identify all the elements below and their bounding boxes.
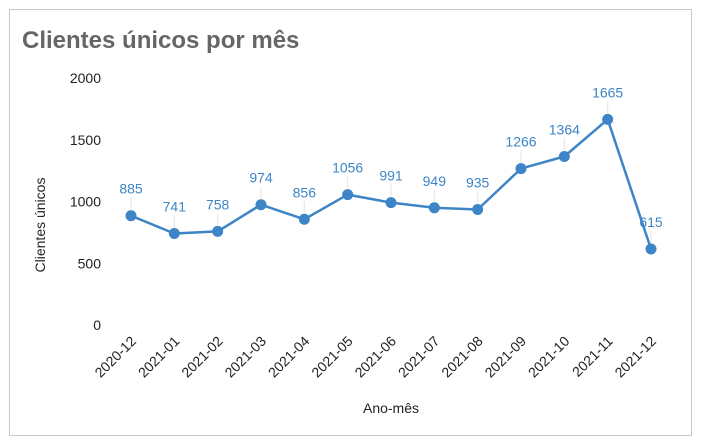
chart-card (9, 9, 692, 436)
data-label: 758 (206, 196, 230, 212)
x-tick-label: 2021-01 (135, 333, 183, 381)
data-point (385, 197, 397, 209)
data-point (168, 227, 180, 239)
x-tick-label: 2021-11 (569, 333, 616, 380)
data-point (558, 151, 570, 163)
data-label: 741 (163, 198, 187, 214)
data-point (602, 113, 614, 125)
x-tick-label: 2021-05 (308, 333, 356, 381)
x-tick-label: 2021-08 (438, 333, 486, 381)
x-tick-label: 2021-12 (611, 333, 659, 381)
data-point (342, 189, 354, 201)
x-tick-label: 2021-06 (351, 333, 399, 381)
y-tick-label: 1500 (70, 132, 101, 148)
chart-title: Clientes únicos por mês (22, 27, 300, 54)
data-label: 1266 (505, 134, 536, 150)
x-tick-label: 2021-10 (525, 333, 573, 381)
x-tick-label: 2021-07 (395, 333, 443, 381)
data-label: 935 (466, 175, 490, 191)
data-label: 885 (119, 181, 143, 197)
series-group (125, 113, 657, 255)
x-axis: 2020-122021-012021-022021-032021-042021-… (91, 333, 659, 381)
data-point (515, 163, 527, 175)
y-tick-label: 500 (78, 255, 102, 271)
data-point (255, 199, 267, 211)
y-axis: 0 500 1000 1500 2000 (70, 70, 101, 333)
data-label: 1665 (592, 84, 623, 100)
y-tick-label: 0 (93, 317, 101, 333)
x-tick-label: 2020-12 (91, 333, 139, 381)
x-tick-label: 2021-04 (265, 333, 313, 381)
data-point (212, 225, 224, 237)
x-tick-label: 2021-03 (221, 333, 269, 381)
data-label: 991 (379, 168, 403, 184)
y-axis-title: Clientes únicos (32, 178, 48, 273)
data-label: 974 (249, 170, 273, 186)
y-tick-label: 2000 (70, 70, 101, 86)
data-labels: 885 741 758 974 856 1056 991 949 935 1266 1364 1665… (119, 84, 663, 230)
x-axis-title: Ano-mês (363, 400, 419, 416)
data-label: 856 (293, 184, 317, 200)
data-label: 1364 (549, 122, 580, 138)
data-point (645, 243, 657, 255)
x-tick-label: 2021-09 (481, 333, 529, 381)
data-label: 615 (639, 214, 663, 230)
series-line (130, 118, 653, 250)
data-label: 1056 (332, 160, 363, 176)
y-tick-label: 1000 (70, 194, 101, 210)
data-point (125, 210, 137, 222)
data-point (428, 202, 440, 214)
data-point (298, 213, 310, 225)
data-label: 949 (423, 173, 447, 189)
label-leader-lines (130, 101, 652, 244)
x-tick-label: 2021-02 (178, 333, 226, 381)
data-point (472, 204, 484, 216)
